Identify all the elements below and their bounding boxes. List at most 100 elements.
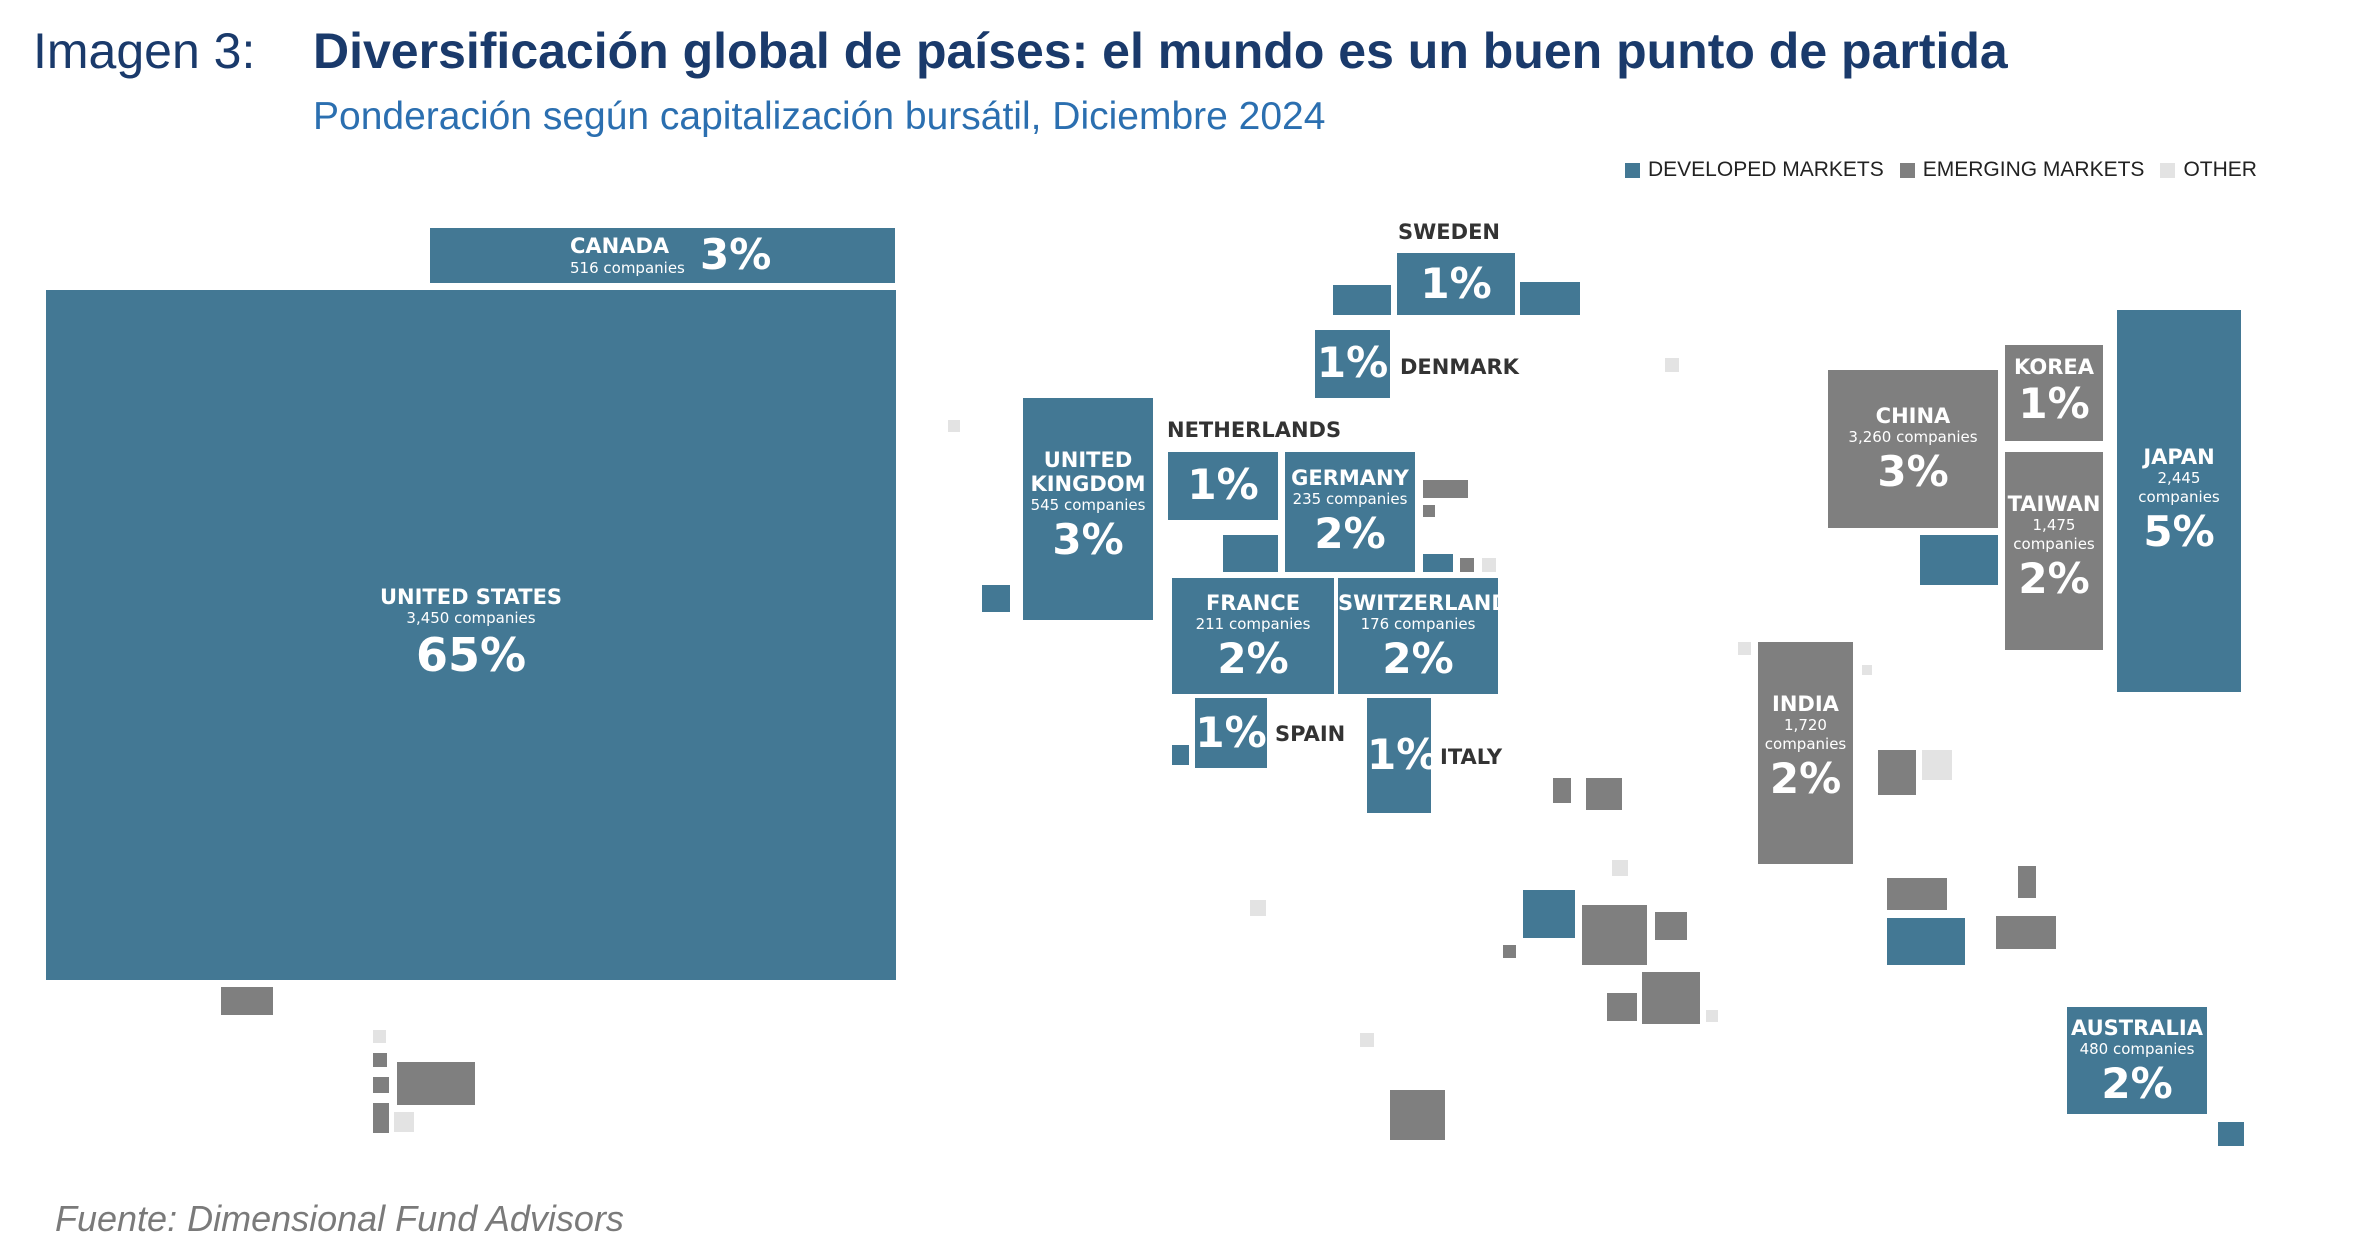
legend-swatch-developed	[1625, 162, 1640, 178]
country-percent: 1%	[2018, 379, 2090, 428]
country-finland	[1520, 282, 1580, 315]
country-japan: JAPAN 2,445 companies 5%	[2117, 310, 2241, 692]
country-name: AUSTRALIA	[2071, 1016, 2203, 1040]
country-colombia	[373, 1053, 387, 1067]
country-belgium	[1223, 535, 1278, 572]
country-percent: 1%	[1316, 338, 1389, 387]
country-australia: AUSTRALIA 480 companies 2%	[2067, 1007, 2207, 1114]
country-name: UNITED STATES	[379, 585, 563, 609]
country-mexico	[221, 987, 273, 1015]
country-percent: 2%	[2101, 1059, 2173, 1108]
country-name-spain: SPAIN	[1275, 722, 1346, 746]
country-israel	[1523, 890, 1575, 938]
country-turkey	[1586, 778, 1622, 810]
country-other-russia	[1665, 358, 1679, 372]
source-note: Fuente: Dimensional Fund Advisors	[55, 1198, 624, 1239]
country-switzerland: SWITZERLAND 176 companies 2%	[1338, 578, 1509, 694]
country-name: GERMANY	[1291, 466, 1409, 490]
country-chile	[373, 1103, 389, 1133]
country-qatar	[1607, 993, 1637, 1021]
country-companies: 3,450 companies	[406, 609, 536, 627]
country-other-asia-2	[1862, 665, 1872, 675]
country-other-africa-2	[1360, 1033, 1374, 1047]
country-czech	[1423, 505, 1435, 517]
country-name: CHINA	[1875, 404, 1951, 428]
country-hong-kong	[1920, 535, 1998, 585]
country-united-states: UNITED STATES 3,450 companies 65%	[46, 290, 896, 980]
country-name: JAPAN	[2143, 445, 2215, 469]
country-denmark: 1%	[1315, 330, 1390, 398]
country-name-italy: ITALY	[1440, 745, 1503, 769]
legend: DEVELOPED MARKETS EMERGING MARKETS OTHER	[1625, 158, 2257, 182]
country-austria	[1423, 554, 1453, 572]
country-germany: GERMANY 235 companies 2%	[1285, 452, 1415, 572]
legend-swatch-emerging	[1899, 162, 1915, 178]
country-percent: 1%	[1187, 460, 1259, 509]
country-name: UNITED KINGDOM	[1030, 448, 1146, 496]
country-saudi	[1582, 905, 1647, 965]
country-name: KOREA	[2014, 355, 2094, 379]
country-percent: 2%	[2018, 554, 2090, 603]
country-percent: 3%	[1052, 515, 1124, 564]
country-companies: 211 companies	[1195, 615, 1311, 633]
country-name-sweden: SWEDEN	[1398, 220, 1500, 244]
country-companies: 480 companies	[2079, 1040, 2195, 1058]
country-percent: 1%	[1420, 259, 1492, 308]
country-percent: 3%	[1877, 447, 1949, 496]
country-other-eu	[1482, 558, 1496, 572]
country-singapore	[1887, 918, 1965, 965]
country-portugal	[1172, 745, 1189, 765]
country-france: FRANCE 211 companies 2%	[1172, 578, 1334, 694]
country-netherlands: 1%	[1168, 452, 1278, 520]
country-kuwait	[1655, 912, 1687, 940]
country-ireland	[982, 585, 1010, 612]
country-india: INDIA 1,720 companies 2%	[1758, 642, 1853, 864]
country-greece	[1553, 778, 1571, 803]
country-brazil	[397, 1062, 475, 1105]
country-percent: 3%	[700, 230, 772, 279]
country-peru	[373, 1077, 389, 1093]
country-companies: 545 companies	[1030, 496, 1146, 514]
country-companies: 176 companies	[1360, 615, 1476, 633]
legend-item-emerging: EMERGING MARKETS	[1899, 158, 2145, 182]
country-taiwan: TAIWAN 1,475 companies 2%	[2005, 452, 2103, 650]
country-thailand	[1878, 750, 1916, 795]
country-korea: KOREA 1%	[2005, 345, 2103, 441]
country-other-africa-1	[1250, 900, 1266, 916]
country-percent: 5%	[2143, 507, 2215, 556]
country-companies: 2,445 companies	[2138, 469, 2220, 506]
country-percent: 2%	[1769, 754, 1842, 803]
country-norway	[1333, 285, 1391, 315]
country-percent: 1%	[1367, 730, 1439, 779]
country-percent: 2%	[1314, 509, 1386, 558]
chart-title: Diversificación global de países: el mun…	[313, 23, 2008, 79]
country-other-sea	[1922, 750, 1952, 780]
country-name: TAIWAN	[2007, 492, 2101, 516]
legend-label-other: OTHER	[2183, 158, 2257, 181]
legend-item-developed: DEVELOPED MARKETS	[1625, 158, 1884, 182]
country-other-latam-1	[373, 1030, 386, 1043]
country-percent: 2%	[1382, 634, 1454, 683]
country-other-me	[1612, 860, 1628, 876]
country-poland	[1423, 480, 1468, 498]
country-companies: 3,260 companies	[1848, 428, 1978, 446]
legend-label-emerging: EMERGING MARKETS	[1922, 158, 2145, 181]
country-italy: 1%	[1367, 698, 1439, 813]
country-philippines	[2018, 866, 2036, 898]
country-companies: 1,475 companies	[2013, 516, 2095, 553]
country-other-gulf	[1706, 1010, 1718, 1022]
figure-label: Imagen 3:	[33, 23, 256, 79]
country-malaysia	[1887, 878, 1947, 910]
country-name: INDIA	[1772, 692, 1839, 716]
country-other-europe-north	[948, 420, 960, 432]
country-name: CANADA	[570, 234, 670, 258]
country-china: CHINA 3,260 companies 3%	[1828, 370, 1998, 528]
country-companies: 516 companies	[570, 259, 685, 277]
country-sweden: 1%	[1397, 253, 1515, 315]
country-name-netherlands: NETHERLANDS	[1167, 418, 1342, 442]
country-new-zealand	[2218, 1122, 2244, 1146]
country-other-asia-1	[1738, 642, 1751, 655]
legend-label-developed: DEVELOPED MARKETS	[1648, 158, 1884, 181]
country-south-africa	[1390, 1090, 1445, 1140]
country-other-latam-2	[394, 1112, 414, 1132]
